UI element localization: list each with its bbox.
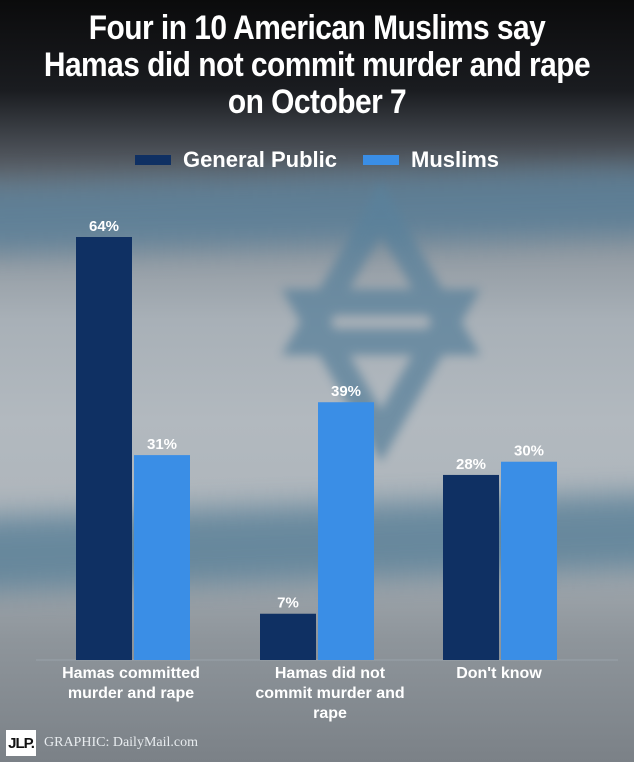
data-label-general-public-dont-know: 28% bbox=[456, 456, 486, 473]
legend: General Public Muslims bbox=[0, 146, 634, 174]
bar-muslims-dont-know bbox=[501, 461, 557, 660]
legend-swatch-general-public bbox=[134, 155, 171, 165]
bar-general-public-dont-know bbox=[443, 474, 499, 660]
data-label-general-public-committed: 64% bbox=[89, 218, 119, 235]
legend-item-muslims: Muslims bbox=[363, 147, 499, 173]
graphic-credit: GRAPHIC: DailyMail.com bbox=[44, 735, 198, 750]
category-label-dont-know: Don't know bbox=[456, 665, 542, 682]
data-label-muslims-dont-know: 30% bbox=[514, 443, 544, 460]
legend-item-general-public: General Public bbox=[134, 147, 338, 173]
category-label-committed: Hamas committed murder and rape bbox=[62, 665, 200, 702]
legend-label-general-public: General Public bbox=[182, 147, 338, 172]
data-label-muslims-did-not-commit: 39% bbox=[331, 383, 361, 400]
bar-general-public-committed bbox=[76, 237, 132, 660]
jlp-logo: JLP. bbox=[6, 730, 36, 756]
legend-label-muslims: Muslims bbox=[411, 147, 500, 172]
legend-swatch-muslims bbox=[363, 155, 400, 165]
footer: JLP. GRAPHIC: DailyMail.com bbox=[6, 729, 198, 757]
chart-title: Four in 10 American Muslims say Hamas di… bbox=[43, 9, 591, 121]
data-label-general-public-did-not-commit: 7% bbox=[277, 595, 299, 612]
bar-muslims-committed bbox=[134, 455, 190, 660]
data-label-muslims-committed: 31% bbox=[147, 436, 177, 453]
bar-general-public-did-not-commit bbox=[260, 613, 316, 660]
bar-muslims-did-not-commit bbox=[318, 402, 374, 660]
category-label-did-not-commit: Hamas did not commit murder and rape bbox=[255, 665, 405, 722]
